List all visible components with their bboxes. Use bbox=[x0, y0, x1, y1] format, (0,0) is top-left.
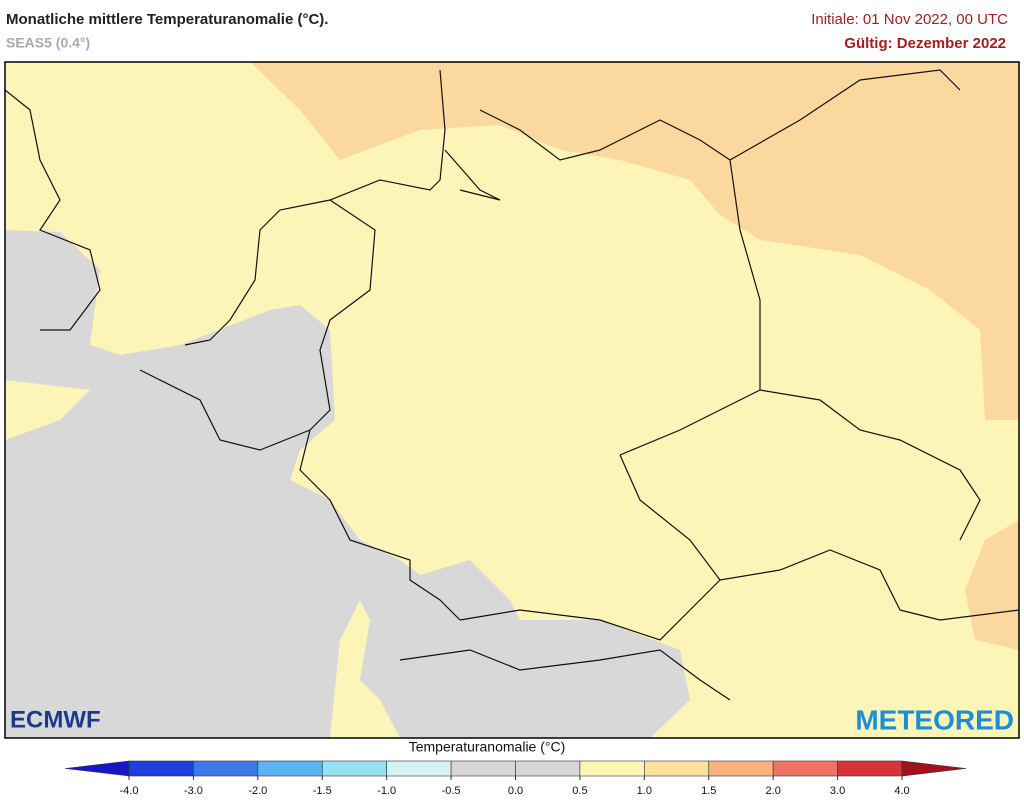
subtitle: SEAS5 (0.4°) bbox=[6, 35, 90, 51]
borders bbox=[5, 69, 1019, 701]
colorbar-tick-label: -2.0 bbox=[248, 785, 267, 797]
colorbar-segment bbox=[128, 760, 194, 777]
anomaly-orange bbox=[965, 520, 1019, 650]
colorbar-segment bbox=[321, 760, 387, 777]
meteored-logo: METEORED bbox=[855, 704, 1014, 735]
title: Monatliche mittlere Temperaturanomalie (… bbox=[6, 11, 328, 28]
colorbar-tick-label: -1.0 bbox=[377, 785, 396, 797]
colorbar-end bbox=[901, 760, 967, 777]
colorbar-segment bbox=[644, 760, 710, 777]
valid-time: Gültig: Dezember 2022 bbox=[844, 35, 1006, 52]
colorbar-tick-label: 3.0 bbox=[830, 785, 845, 797]
colorbar-tick-label: 1.5 bbox=[701, 785, 716, 797]
colorbar-segment bbox=[708, 760, 774, 777]
colorbar-tick-label: 0.5 bbox=[572, 785, 587, 797]
colorbar-tick-label: -3.0 bbox=[184, 785, 203, 797]
colorbar-segment bbox=[515, 760, 581, 777]
colorbar-segment bbox=[579, 760, 645, 777]
colorbar-segment bbox=[772, 760, 838, 777]
colorbar-tick-label: -1.5 bbox=[313, 785, 332, 797]
colorbar-segment bbox=[386, 760, 452, 777]
colorbar-tick-label: 0.0 bbox=[508, 785, 523, 797]
colorbar: -4.0 -3.0 -2.0 -1.5 -1.0 -0.5 0.0 0.5 1.0 1.5 2.0 3… bbox=[64, 760, 967, 797]
init-time: Initiale: 01 Nov 2022, 00 UTC bbox=[811, 11, 1008, 28]
anomaly-grey bbox=[5, 230, 690, 738]
colorbar-tick-label: 1.0 bbox=[637, 785, 652, 797]
colorbar-segment bbox=[257, 760, 323, 777]
ecmwf-logo: ECMWF bbox=[10, 706, 101, 733]
colorbar-tick-label: -4.0 bbox=[120, 785, 139, 797]
colorbar-label: Temperaturanomalie (°C) bbox=[409, 739, 566, 755]
colorbar-tick-label: 4.0 bbox=[894, 785, 909, 797]
map-frame bbox=[4, 61, 1020, 739]
anomaly-orange bbox=[250, 62, 1019, 420]
colorbar-end bbox=[64, 760, 130, 777]
map bbox=[4, 61, 1020, 739]
colorbar-tick-label: -0.5 bbox=[442, 785, 461, 797]
colorbar-segment bbox=[193, 760, 259, 777]
colorbar-segment bbox=[450, 760, 516, 777]
colorbar-tick-label: 2.0 bbox=[766, 785, 781, 797]
colorbar-segment bbox=[837, 760, 903, 777]
